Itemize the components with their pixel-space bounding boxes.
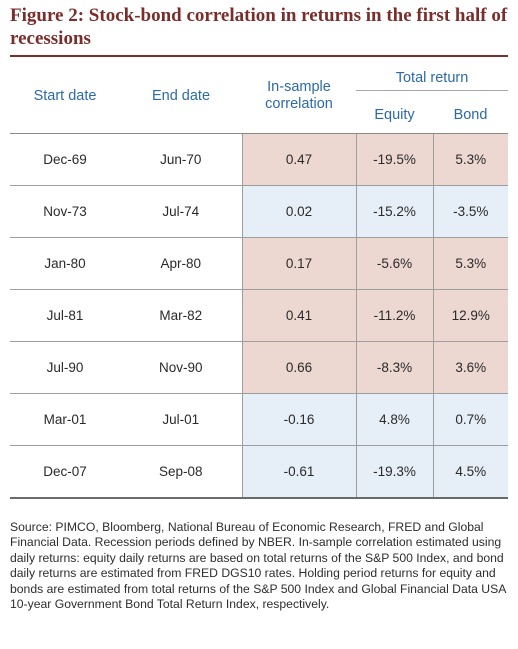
table-row: Mar-01 Jul-01 -0.16 4.8% 0.7% — [10, 393, 509, 446]
header-equity: Equity — [374, 107, 415, 123]
header-correlation: In-sample correlation — [265, 78, 333, 112]
cell-equity-return: -8.3% — [355, 341, 433, 394]
cell-end-date: Apr-80 — [120, 237, 242, 290]
cell-correlation: 0.47 — [241, 133, 356, 186]
header-total-return: Total return — [356, 58, 509, 91]
header-end-date: End date — [151, 87, 211, 104]
source-footnote: Source: PIMCO, Bloomberg, National Burea… — [10, 520, 506, 612]
cell-equity-return: -19.5% — [355, 133, 433, 186]
figure-title: Figure 2: Stock-bond correlation in retu… — [10, 5, 508, 49]
cell-end-date: Jul-01 — [120, 393, 242, 446]
cell-bond-return: 0.7% — [432, 393, 509, 446]
cell-start-date: Jan-80 — [10, 237, 120, 290]
cell-correlation: 0.41 — [241, 289, 356, 342]
cell-equity-return: -15.2% — [355, 185, 433, 238]
title-divider — [10, 55, 508, 57]
cell-start-date: Dec-69 — [10, 133, 120, 186]
table-row: Jul-81 Mar-82 0.41 -11.2% 12.9% — [10, 289, 509, 342]
cell-bond-return: 3.6% — [432, 341, 509, 394]
table-row: Jul-90 Nov-90 0.66 -8.3% 3.6% — [10, 341, 509, 394]
cell-bond-return: -3.5% — [432, 185, 509, 238]
header-bond: Bond — [453, 107, 488, 123]
cell-correlation: 0.66 — [241, 341, 356, 394]
cell-start-date: Jul-81 — [10, 289, 120, 342]
table-row: Nov-73 Jul-74 0.02 -15.2% -3.5% — [10, 185, 509, 238]
cell-start-date: Dec-07 — [10, 445, 120, 499]
header-start-date: Start date — [33, 87, 97, 104]
table-row: Dec-69 Jun-70 0.47 -19.5% 5.3% — [10, 133, 509, 186]
cell-equity-return: -11.2% — [355, 289, 433, 342]
table-row: Dec-07 Sep-08 -0.61 -19.3% 4.5% — [10, 445, 509, 499]
cell-start-date: Jul-90 — [10, 341, 120, 394]
cell-correlation: -0.16 — [241, 393, 356, 446]
cell-equity-return: -19.3% — [355, 445, 433, 499]
cell-end-date: Sep-08 — [120, 445, 242, 499]
cell-correlation: 0.02 — [241, 185, 356, 238]
cell-equity-return: 4.8% — [355, 393, 433, 446]
cell-start-date: Nov-73 — [10, 185, 120, 238]
table-body: Dec-69 Jun-70 0.47 -19.5% 5.3% Nov-73 Jul-74 0.… — [10, 133, 509, 499]
cell-bond-return: 12.9% — [432, 289, 509, 342]
cell-bond-return: 4.5% — [432, 445, 509, 499]
cell-start-date: Mar-01 — [10, 393, 120, 446]
cell-equity-return: -5.6% — [355, 237, 433, 290]
table-row: Jan-80 Apr-80 0.17 -5.6% 5.3% — [10, 237, 509, 290]
recession-returns-table: Start date End date In-sample correlatio… — [10, 58, 509, 499]
cell-correlation: 0.17 — [241, 237, 356, 290]
cell-correlation: -0.61 — [241, 445, 356, 499]
cell-end-date: Jun-70 — [120, 133, 242, 186]
cell-bond-return: 5.3% — [432, 133, 509, 186]
cell-end-date: Jul-74 — [120, 185, 242, 238]
cell-bond-return: 5.3% — [432, 237, 509, 290]
cell-end-date: Nov-90 — [120, 341, 242, 394]
cell-end-date: Mar-82 — [120, 289, 242, 342]
